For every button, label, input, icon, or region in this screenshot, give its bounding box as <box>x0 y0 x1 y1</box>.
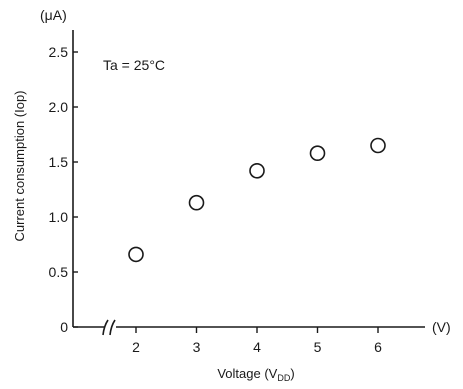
x-tick-label: 5 <box>314 339 322 355</box>
data-points <box>128 137 386 263</box>
temperature-annotation: Ta = 25°C <box>103 57 165 73</box>
x-axis-break-icon <box>102 319 116 336</box>
x-tick-label: 4 <box>253 339 261 355</box>
x-axis-title-close: ) <box>290 366 294 381</box>
x-ticks: 2 3 4 5 6 <box>132 327 382 355</box>
data-point <box>309 145 326 161</box>
x-unit-label: (V) <box>432 319 451 335</box>
x-axis-title: Voltage (VDD) <box>217 366 294 383</box>
x-axis-title-sub: DD <box>277 373 290 383</box>
data-point <box>128 246 144 263</box>
y-tick-label: 1.5 <box>49 154 69 170</box>
x-axis-title-main: Voltage (V <box>217 366 277 381</box>
y-tick-label: 0 <box>60 319 68 335</box>
y-ticks: 0 0.5 1.0 1.5 2.0 2.5 <box>49 44 78 335</box>
x-tick-label: 3 <box>193 339 201 355</box>
y-axis-title: Current consumption (Iop) <box>12 90 27 241</box>
data-point <box>188 194 205 211</box>
x-tick-label: 6 <box>374 339 382 355</box>
y-unit-label: (μA) <box>40 7 67 23</box>
x-tick-label: 2 <box>132 339 140 355</box>
y-tick-label: 2.0 <box>49 99 69 115</box>
data-point <box>370 137 386 154</box>
data-point <box>249 163 265 179</box>
y-tick-label: 2.5 <box>49 44 69 60</box>
y-tick-label: 1.0 <box>49 209 69 225</box>
y-tick-label: 0.5 <box>49 264 69 280</box>
